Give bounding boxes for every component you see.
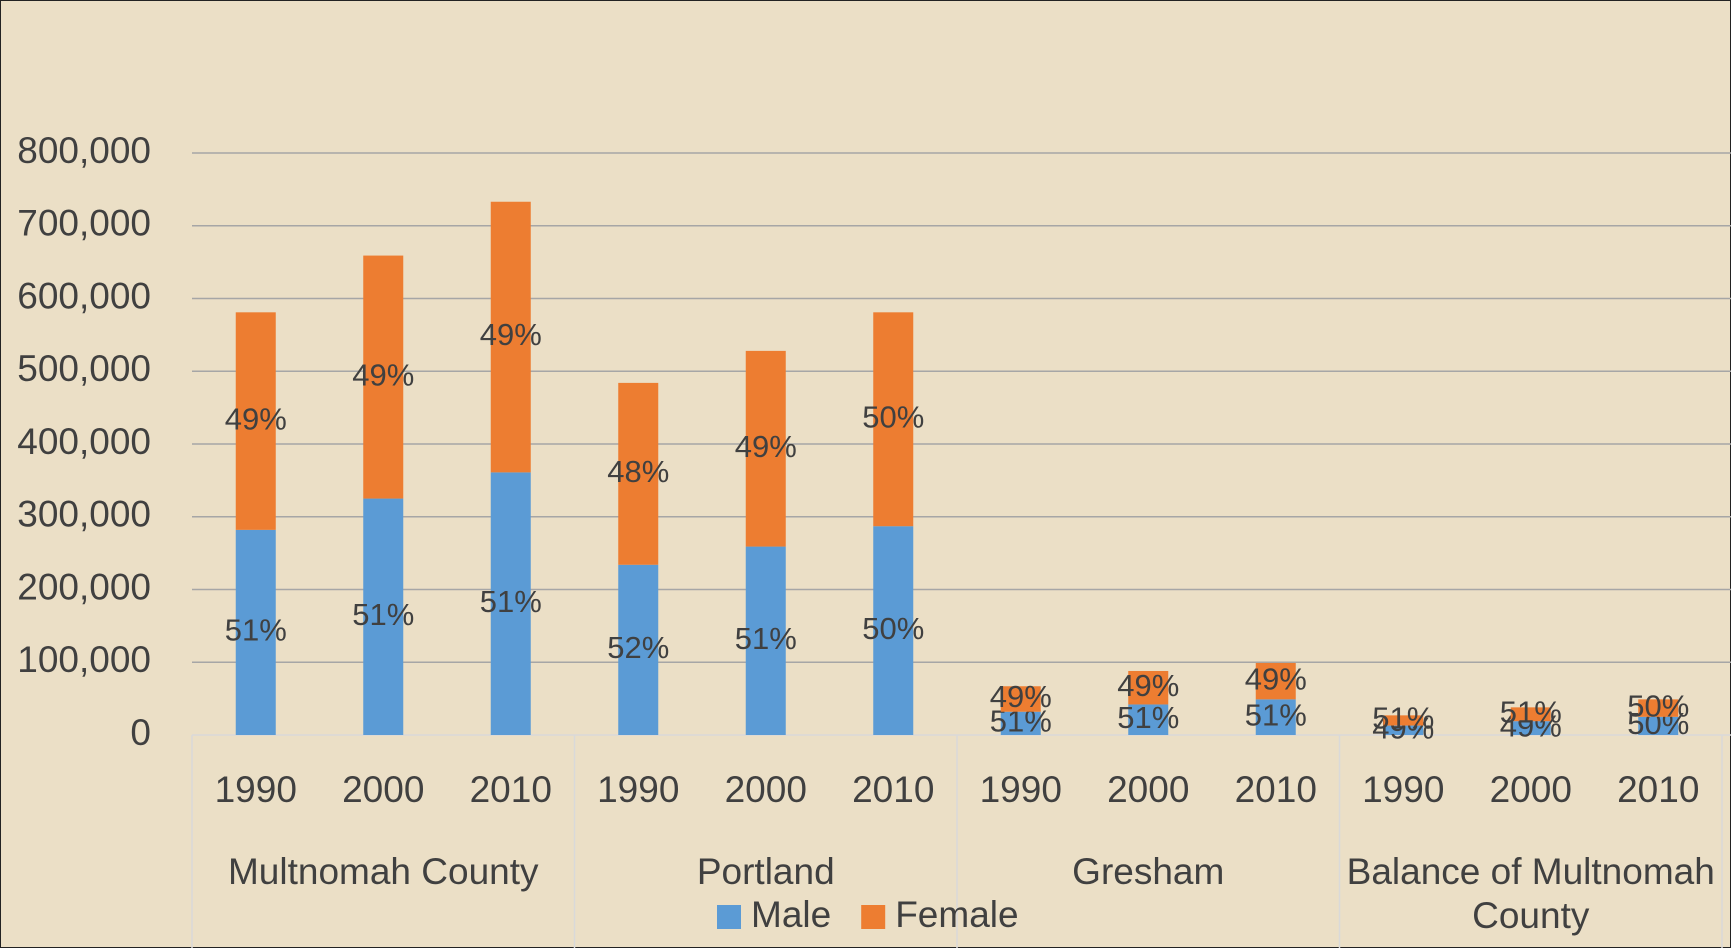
data-label: 51% [1500,694,1562,729]
data-label: 51% [480,584,542,619]
data-label: 49% [225,401,287,436]
data-label: 49% [990,679,1052,714]
bar-segment [1000,711,1041,735]
x-tick-label: 2000 [342,769,424,810]
data-label: 49% [735,429,797,464]
y-tick-label: 0 [130,712,151,753]
y-tick-label: 400,000 [17,421,151,462]
x-tick-label: 1990 [215,769,297,810]
group-label: Multnomah County [227,851,539,892]
data-label: 51% [1372,701,1434,736]
y-tick-label: 700,000 [17,203,151,244]
x-tick-label: 2000 [725,769,807,810]
bar-segment [1255,662,1296,700]
legend-label: Male [751,894,831,935]
data-label: 49% [1117,668,1179,703]
data-label: 51% [225,613,287,648]
bar-segment [745,350,786,547]
data-label: 51% [1245,697,1307,732]
group-label: Gresham [1072,851,1225,892]
bar-segment [1383,715,1424,726]
y-tick-label: 100,000 [17,639,151,680]
data-label: 51% [352,597,414,632]
bar-segment [618,564,659,735]
data-label: 49% [480,317,542,352]
x-tick-label: 2010 [470,769,552,810]
bar-segment [1510,707,1551,722]
bar-segment [1255,699,1296,735]
legend-label: Female [895,894,1018,935]
data-label: 52% [607,630,669,665]
bar-segment [1638,716,1679,735]
y-tick-label: 200,000 [17,566,151,607]
y-tick-label: 500,000 [17,348,151,389]
data-label: 51% [1117,700,1179,735]
bar-segment [490,201,531,473]
legend-swatch [717,905,741,929]
bar-segment [490,472,531,735]
x-tick-label: 2000 [1107,769,1189,810]
bar-segment [1128,704,1169,735]
bar-segment [363,498,404,735]
data-label: 48% [607,454,669,489]
x-tick-label: 2010 [1235,769,1317,810]
x-tick-label: 1990 [980,769,1062,810]
y-tick-label: 300,000 [17,494,151,535]
x-tick-label: 1990 [597,769,679,810]
group-label: Balance of Multnomah County [1346,851,1715,936]
bar-segment [873,526,914,735]
y-tick-label: 600,000 [17,275,151,316]
data-label: 50% [1627,688,1689,723]
bar-segment [1510,721,1551,735]
group-label: Portland [696,851,835,892]
bar-segment [1383,725,1424,735]
data-label: 50% [862,611,924,646]
data-label: 49% [352,357,414,392]
y-tick-label: 800,000 [17,130,151,171]
bar-segment [363,255,404,499]
legend-swatch [861,905,886,929]
x-tick-label: 2010 [852,769,934,810]
bar-segment [745,546,786,735]
bar-segment [1000,686,1041,712]
bar-segment [235,312,276,530]
data-label: 50% [862,399,924,434]
bar-segment [618,382,659,565]
x-tick-label: 1990 [1362,769,1444,810]
x-tick-label: 2010 [1617,769,1699,810]
bar-segment [873,312,914,527]
bar-segment [235,529,276,735]
bar-segment [1128,670,1169,705]
bar-segment [1638,699,1679,717]
data-label: 51% [735,621,797,656]
data-label: 49% [1245,661,1307,696]
x-tick-label: 2000 [1490,769,1572,810]
